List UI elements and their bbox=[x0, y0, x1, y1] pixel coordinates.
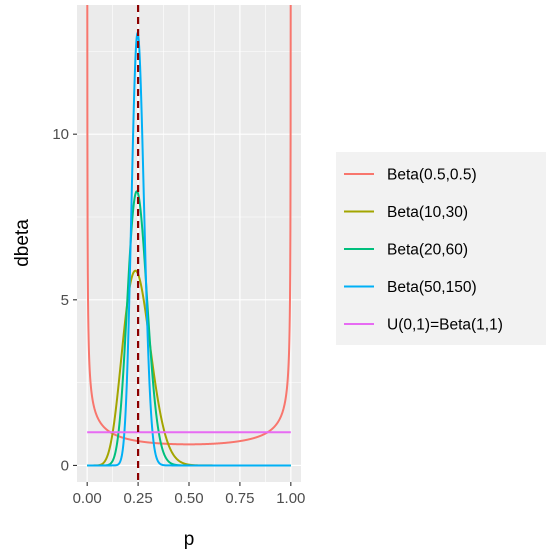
x-tick-label: 0.75 bbox=[225, 490, 254, 507]
legend-label: Beta(50,150) bbox=[387, 279, 477, 296]
x-axis-ticks: 0.00 0.25 0.50 0.75 1.00 bbox=[73, 482, 305, 507]
y-axis-title: dbeta bbox=[12, 219, 33, 267]
series-line-4 bbox=[87, 32, 291, 467]
y-tick-label: 5 bbox=[61, 292, 69, 309]
series-line-1 bbox=[86, 5, 292, 446]
y-tick-label: 0 bbox=[61, 457, 69, 474]
legend-label: U(0,1)=Beta(1,1) bbox=[387, 317, 503, 334]
x-axis-title: p bbox=[184, 529, 195, 550]
x-tick-label: 1.00 bbox=[276, 490, 305, 507]
x-tick-label: 0.25 bbox=[123, 490, 152, 507]
x-tick-label: 0.50 bbox=[174, 490, 203, 507]
density-curves bbox=[86, 5, 292, 467]
legend-label: Beta(20,60) bbox=[387, 242, 468, 259]
legend-label: Beta(10,30) bbox=[387, 204, 468, 221]
x-tick-label: 0.00 bbox=[73, 490, 102, 507]
legend: Beta(0.5,0.5) Beta(10,30) Beta(20,60) Beta(… bbox=[336, 152, 546, 345]
y-axis-ticks: 0 5 10 bbox=[52, 126, 77, 474]
y-tick-label: 10 bbox=[52, 126, 69, 143]
legend-label: Beta(0.5,0.5) bbox=[387, 167, 477, 184]
